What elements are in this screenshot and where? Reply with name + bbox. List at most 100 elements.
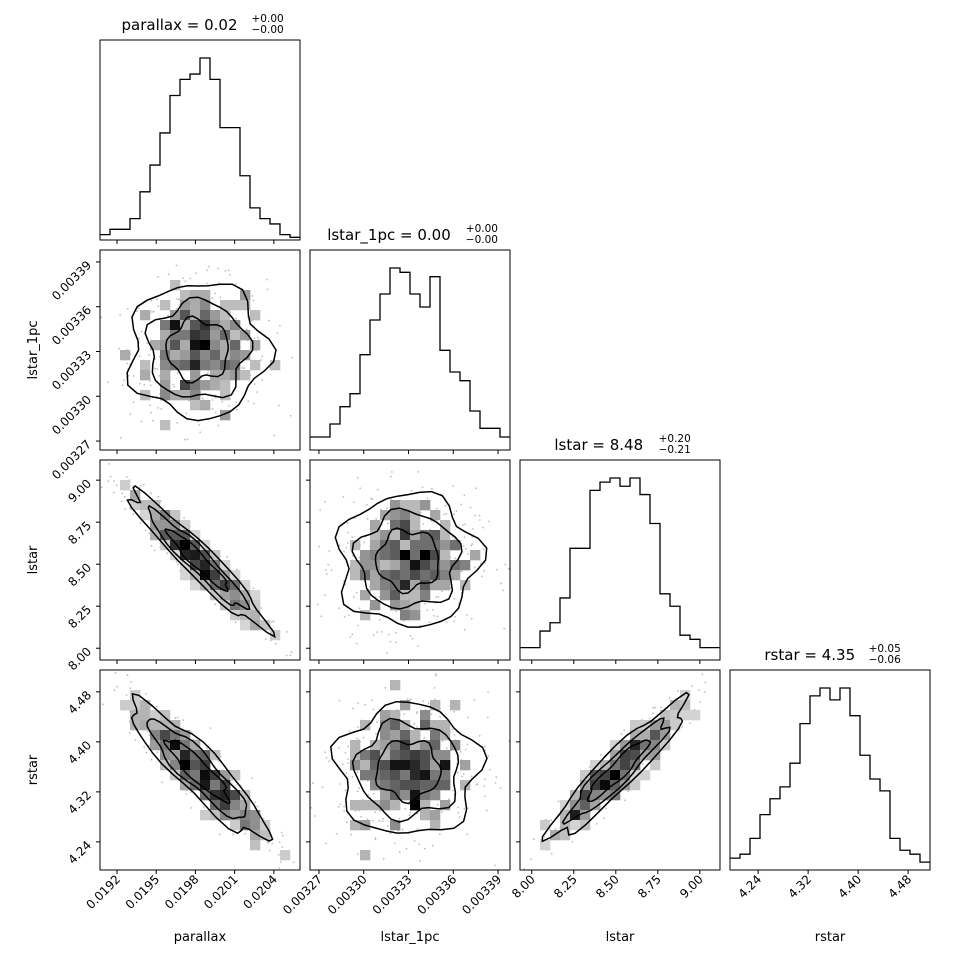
density-cell [150, 710, 161, 721]
density-cell [240, 580, 251, 591]
density-cell [190, 380, 201, 391]
sample-point [543, 836, 546, 838]
sample-point [304, 320, 306, 322]
sample-point [453, 538, 456, 540]
sample-point [257, 336, 259, 339]
density-cell [230, 360, 241, 371]
title-plus-error: +0.00 [252, 13, 284, 25]
density-cell [230, 330, 241, 341]
density-cell [580, 790, 591, 801]
density-cell [210, 590, 221, 601]
density-cell [590, 770, 601, 781]
density-cell [240, 370, 251, 381]
sample-point [469, 506, 472, 509]
y-tick-label: 8.25 [65, 602, 94, 631]
density-cell [230, 600, 241, 611]
density-cell [160, 760, 171, 771]
x-tick-label: 0.0195 [123, 872, 163, 912]
density-cell [200, 330, 211, 341]
density-cell [200, 770, 211, 781]
sample-point [253, 383, 256, 385]
sample-point [268, 319, 270, 322]
sample-point [289, 414, 292, 417]
sample-point [433, 687, 436, 689]
sample-point [292, 493, 294, 495]
sample-point [217, 424, 220, 427]
sample-point [398, 817, 401, 820]
sample-point [176, 563, 179, 566]
density-cell [390, 520, 401, 531]
density-cell [270, 360, 281, 371]
sample-point [464, 748, 467, 751]
density-cell [370, 520, 381, 531]
density-cell [380, 730, 391, 741]
density-cell [230, 340, 241, 351]
density-cell [140, 370, 151, 381]
sample-point [483, 745, 486, 748]
sample-point [375, 721, 378, 724]
density-cell [170, 550, 181, 561]
density-cell [190, 350, 201, 361]
density-cell [210, 570, 221, 581]
density-cell [160, 710, 171, 721]
density-cell [240, 600, 251, 611]
sample-point [478, 519, 481, 521]
sample-point [271, 842, 274, 845]
sample-point [211, 297, 214, 300]
density-cell [200, 290, 211, 301]
density-cell [190, 580, 201, 591]
sample-point [69, 436, 71, 438]
sample-point [455, 510, 458, 512]
sample-point [358, 787, 361, 790]
density-cell [160, 390, 171, 401]
density-cell [170, 310, 181, 321]
density-cell [130, 710, 141, 721]
density-cell [440, 770, 451, 781]
density-cell [430, 730, 441, 741]
density-cell [140, 310, 151, 321]
x-axis-label: rstar [815, 930, 846, 945]
sample-point [401, 828, 404, 831]
sample-point [157, 276, 159, 278]
density-cell [390, 800, 401, 811]
sample-point [325, 573, 328, 575]
sample-point [374, 837, 377, 839]
title-plus-error: +0.20 [659, 433, 691, 445]
sample-point [660, 706, 663, 709]
sample-point [470, 617, 473, 620]
sample-point [453, 620, 455, 623]
density-cell [680, 690, 691, 701]
sample-point [398, 851, 401, 853]
x-tick-label: 9.00 [677, 872, 706, 901]
sample-point [482, 526, 484, 529]
sample-point [359, 487, 362, 490]
density-cell [560, 800, 571, 811]
sample-point [338, 783, 341, 785]
sample-point [351, 776, 354, 778]
density-cell [400, 760, 411, 771]
sample-point [235, 401, 238, 403]
density-cell [370, 530, 381, 541]
y-axis-label: lstar [26, 545, 41, 574]
y-tick-label: 0.00339 [49, 258, 94, 303]
sample-point [651, 712, 654, 715]
density-cell [160, 360, 171, 371]
sample-point [438, 833, 441, 835]
sample-point [453, 513, 455, 516]
contour-line [164, 528, 229, 593]
sample-point [467, 553, 470, 555]
sample-point [353, 596, 355, 598]
sample-point [148, 354, 150, 356]
density-cell [230, 300, 241, 311]
density-cell [460, 580, 471, 591]
density-cell [200, 340, 211, 351]
x-tick-label: 4.24 [735, 872, 764, 901]
sample-point [372, 708, 375, 711]
sample-point [459, 750, 462, 753]
sample-point [471, 543, 474, 545]
density-cell [180, 760, 191, 771]
sample-point [214, 396, 217, 399]
title-equals: = [800, 646, 822, 664]
sample-point [384, 686, 387, 689]
